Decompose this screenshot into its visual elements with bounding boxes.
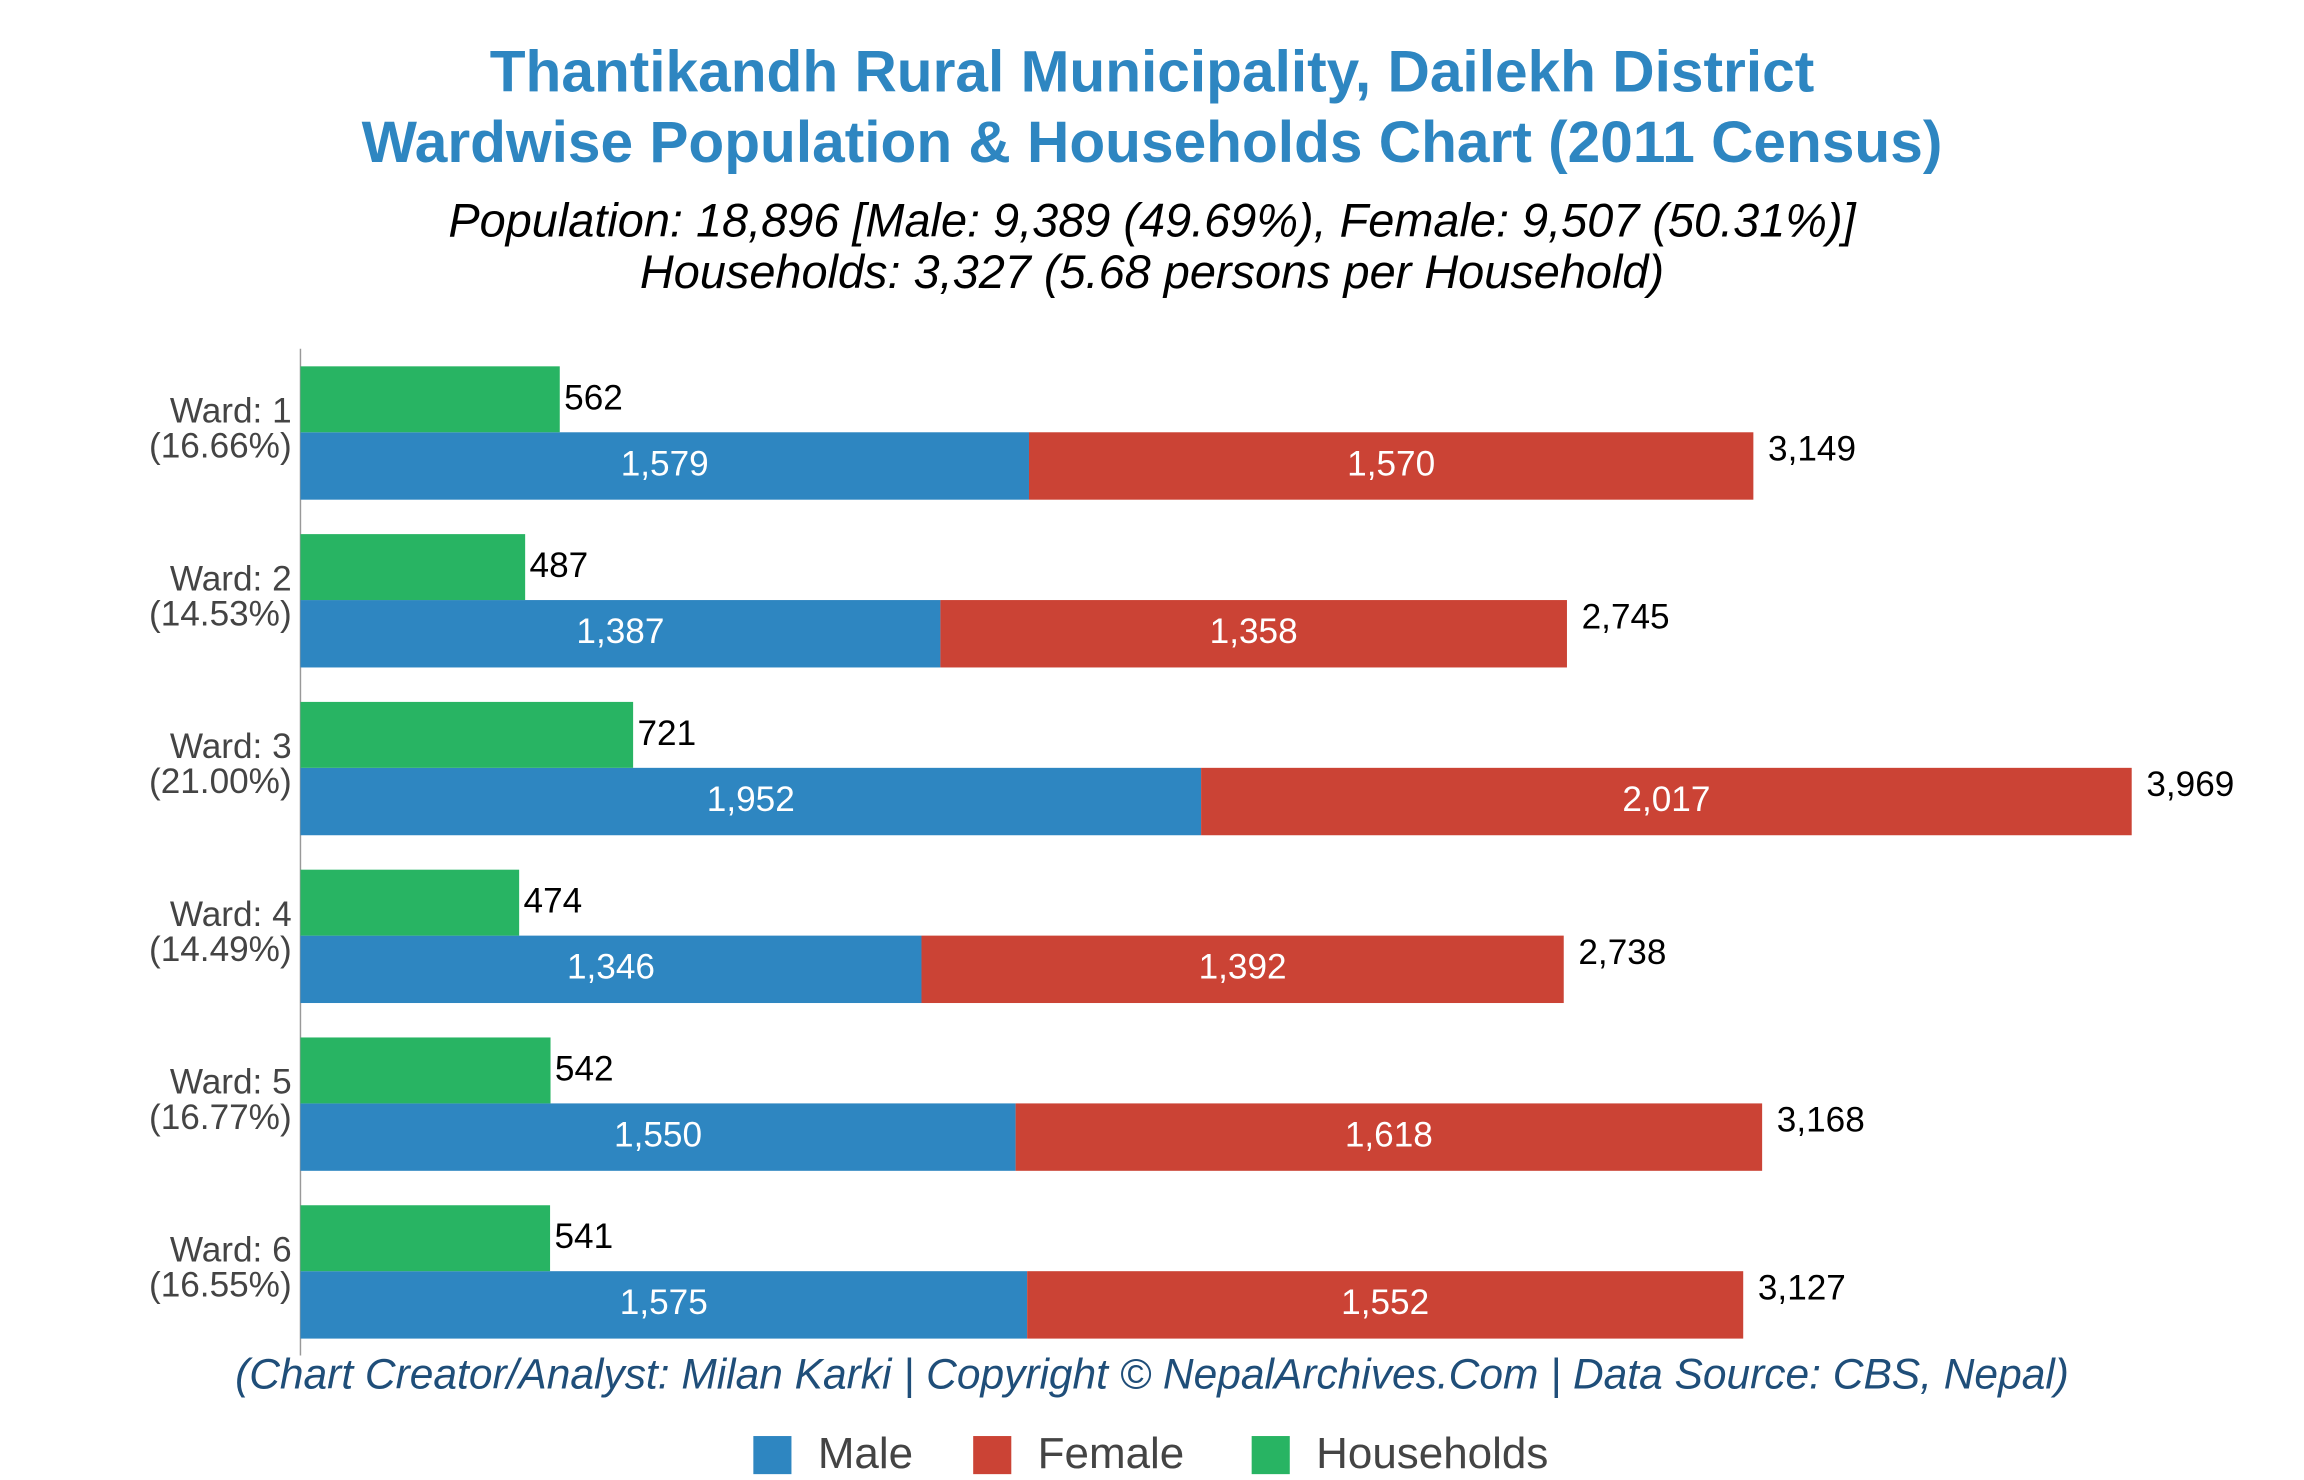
legend-swatch [973, 1436, 1012, 1475]
bar-value-label: 1,387 [576, 612, 664, 651]
bar-value-label: 1,552 [1341, 1283, 1429, 1322]
bar-value-label: 542 [555, 1049, 614, 1088]
bar-value-label: 487 [530, 546, 589, 585]
bar-segment [1027, 1271, 1744, 1339]
bar-value-label: 474 [524, 882, 583, 921]
total-label: 3,127 [1758, 1269, 1846, 1308]
bar-value-label: 1,358 [1210, 612, 1298, 651]
legend-label: Female [1038, 1429, 1185, 1478]
bar [300, 1205, 551, 1272]
chart-title: Wardwise Population & Households Chart (… [362, 110, 1943, 175]
bar-segment [300, 1103, 1016, 1171]
bar-segment [1028, 432, 1754, 500]
bar [300, 1037, 551, 1104]
total-label: 3,149 [1768, 430, 1856, 469]
bar [300, 869, 520, 936]
y-tick-label: Ward: 4 [170, 895, 292, 934]
y-tick-label: Ward: 2 [170, 559, 292, 598]
bar-value-label: 1,579 [621, 444, 709, 483]
bar-segment [300, 600, 941, 668]
y-tick-label: (14.49%) [149, 930, 292, 969]
bar-segment [921, 935, 1564, 1004]
y-tick-label: Ward: 5 [170, 1063, 292, 1102]
y-tick-label: (16.66%) [149, 427, 292, 466]
bar-value-label: 562 [564, 378, 623, 417]
bar-value-label: 541 [554, 1217, 613, 1256]
chart-subtitle: Population: 18,896 [Male: 9,389 (49.69%)… [448, 195, 1856, 247]
bar-segment [300, 1271, 1028, 1339]
bar-segment [1015, 1103, 1763, 1171]
bar [300, 366, 560, 433]
bar-value-label: 1,575 [620, 1283, 708, 1322]
legend-swatch [753, 1436, 792, 1475]
bar-value-label: 1,570 [1347, 444, 1435, 483]
bar-segment [940, 600, 1567, 668]
bar-segment [300, 935, 922, 1004]
y-tick-label: (16.55%) [149, 1266, 292, 1305]
bar-segment [1201, 767, 2132, 836]
y-tick-label: (14.53%) [149, 594, 292, 633]
bar-value-label: 2,017 [1622, 780, 1710, 819]
chart-title: Thantikandh Rural Municipality, Dailekh … [490, 40, 1814, 105]
bar-segment [300, 432, 1029, 500]
bar-value-label: 1,952 [707, 780, 795, 819]
total-label: 2,745 [1582, 597, 1670, 636]
bar-value-label: 1,550 [614, 1115, 702, 1154]
bar-value-label: 1,392 [1199, 948, 1287, 987]
total-label: 3,969 [2146, 765, 2234, 804]
footer: (Chart Creator/Analyst: Milan Karki | Co… [235, 1352, 2069, 1399]
bar-segment [300, 767, 1202, 836]
bar-value-label: 1,346 [567, 948, 655, 987]
bar-value-label: 1,618 [1345, 1115, 1433, 1154]
y-tick-label: (16.77%) [149, 1098, 292, 1137]
legend-swatch [1251, 1436, 1290, 1475]
y-tick-label: (21.00%) [149, 762, 292, 801]
y-tick-label: Ward: 3 [170, 727, 292, 766]
bar [300, 534, 526, 601]
bar [300, 701, 634, 768]
y-tick-label: Ward: 1 [170, 392, 292, 431]
total-label: 2,738 [1578, 933, 1666, 972]
chart-subtitle: Households: 3,327 (5.68 persons per Hous… [640, 246, 1664, 298]
bar-value-label: 721 [638, 714, 697, 753]
legend-label: Male [818, 1429, 913, 1478]
y-tick-label: Ward: 6 [170, 1230, 292, 1269]
legend-label: Households [1316, 1429, 1548, 1478]
total-label: 3,168 [1777, 1101, 1865, 1140]
